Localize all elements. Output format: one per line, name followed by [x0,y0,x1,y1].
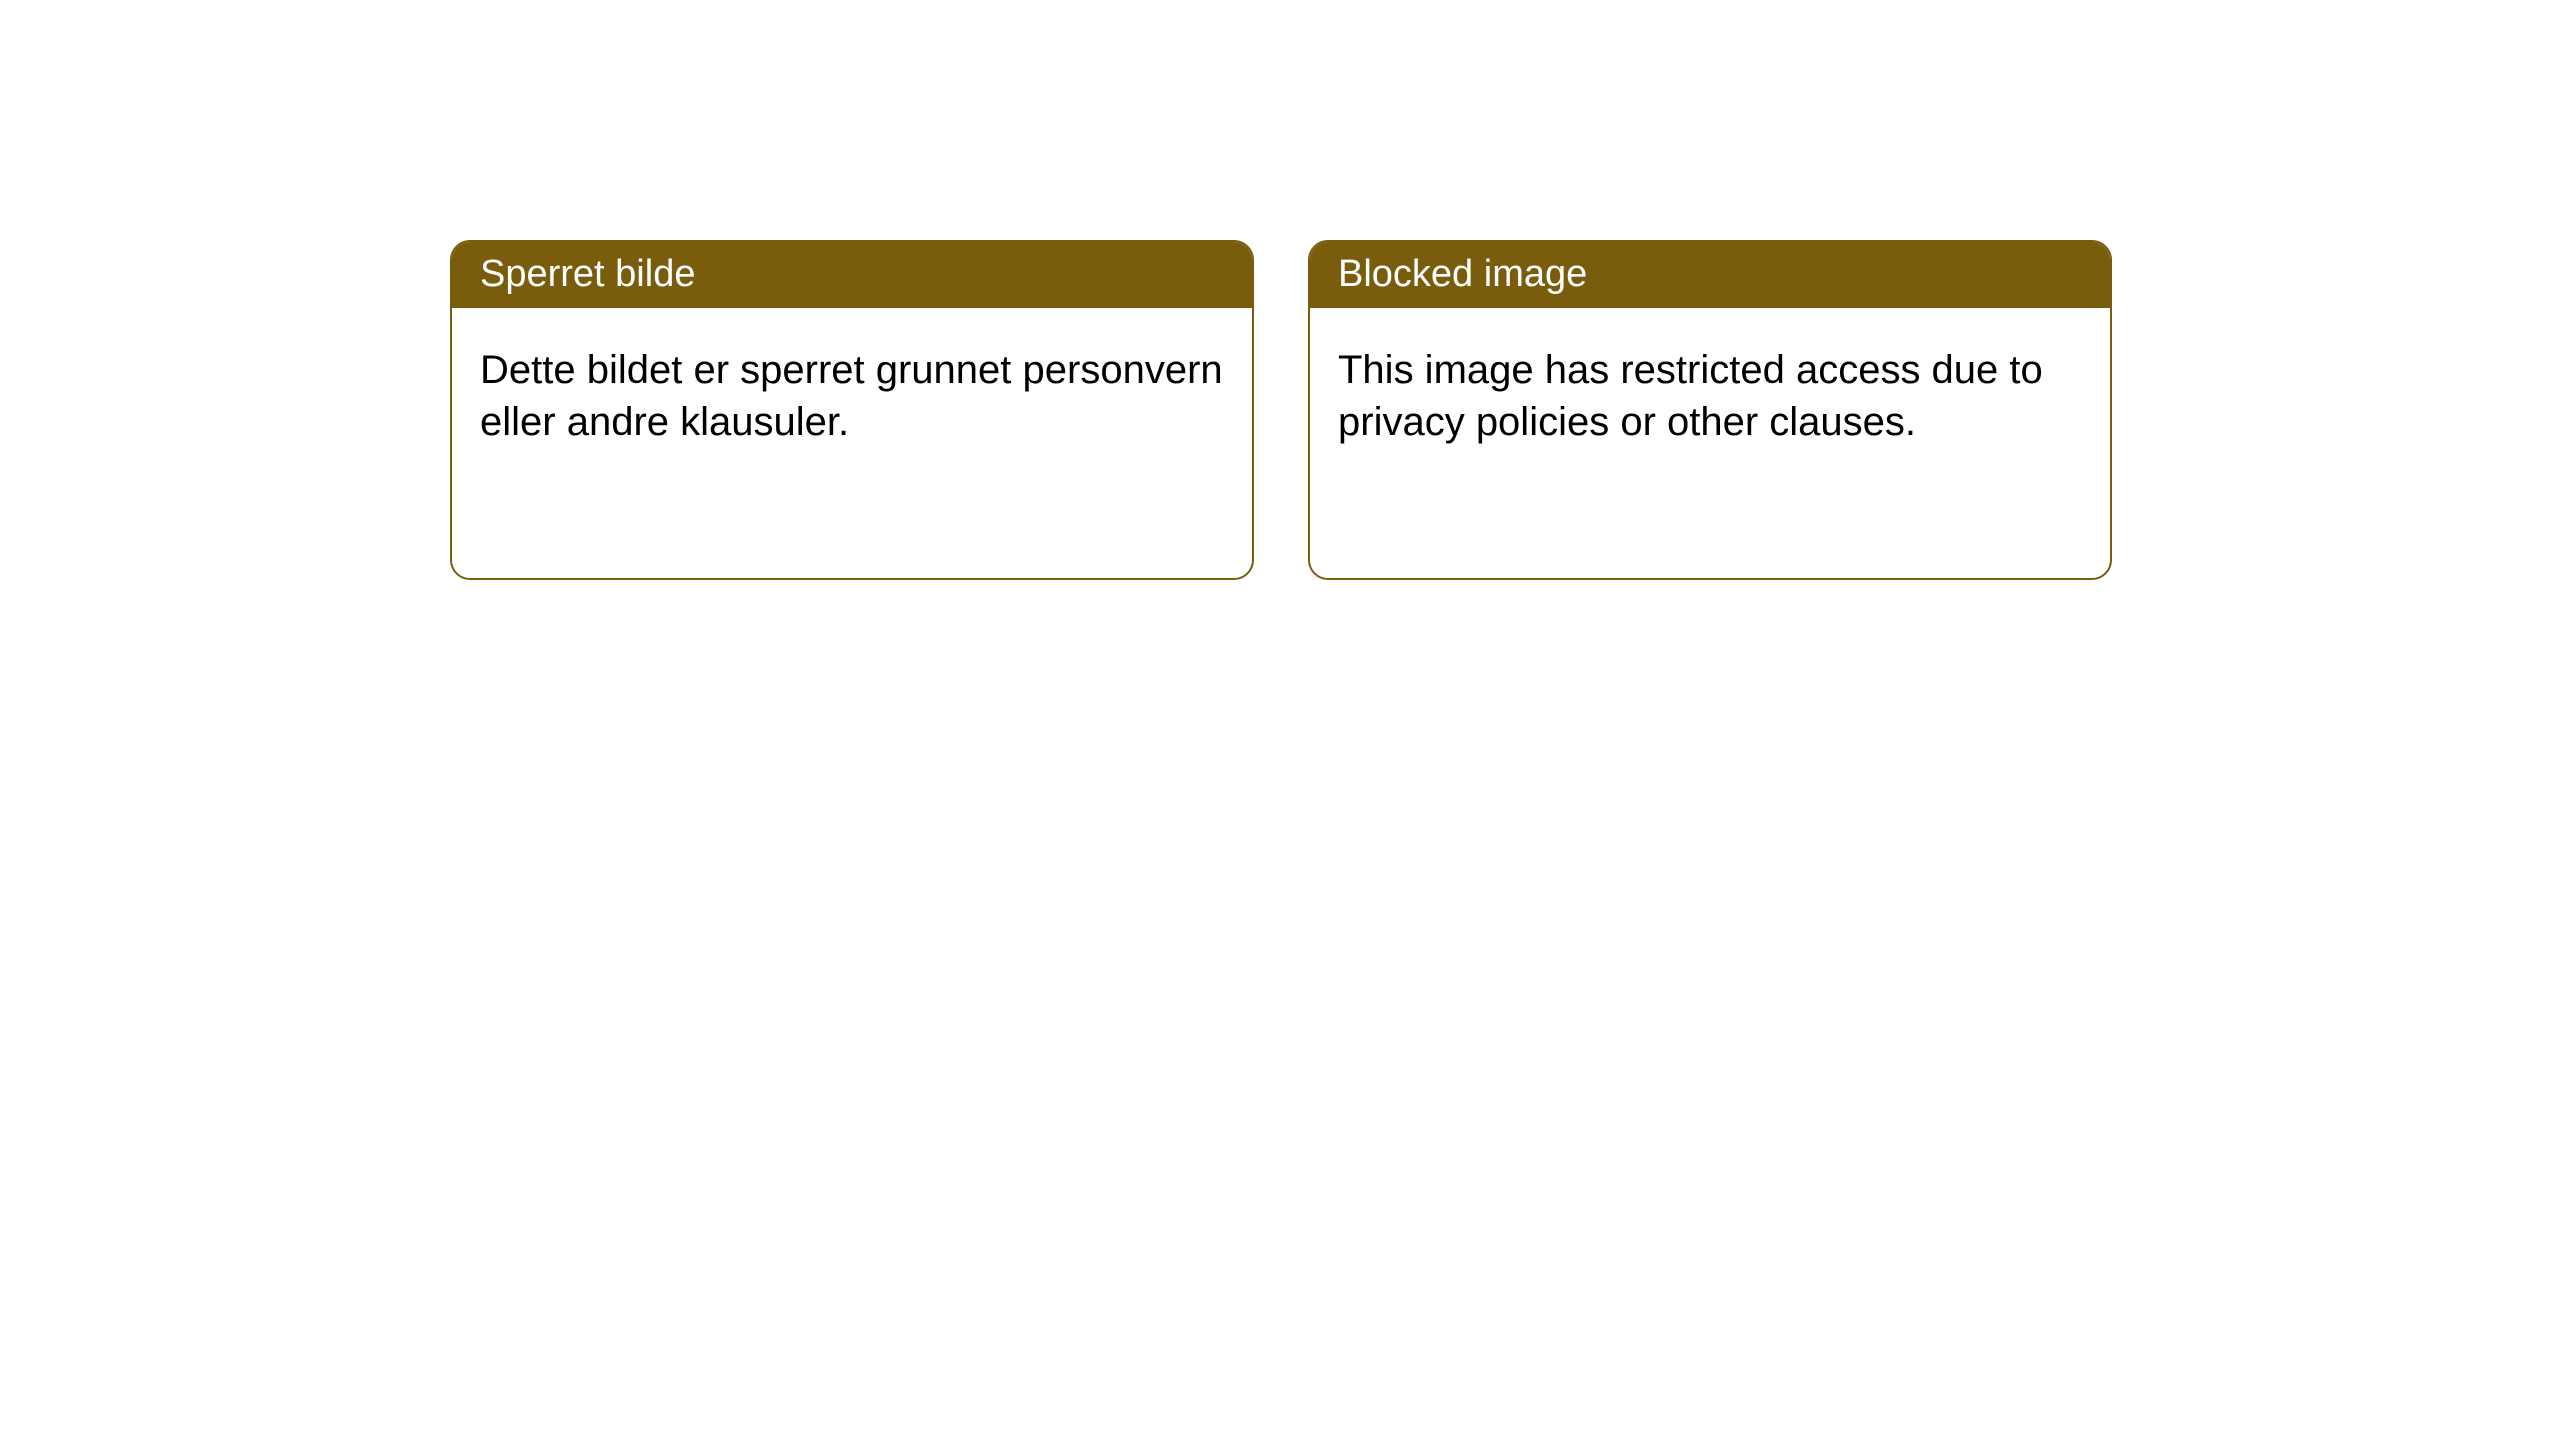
notice-header: Sperret bilde [452,242,1252,308]
notice-body: Dette bildet er sperret grunnet personve… [452,308,1252,578]
notice-card-norwegian: Sperret bilde Dette bildet er sperret gr… [450,240,1254,580]
notice-card-english: Blocked image This image has restricted … [1308,240,2112,580]
notice-body: This image has restricted access due to … [1310,308,2110,578]
notice-container: Sperret bilde Dette bildet er sperret gr… [450,240,2112,580]
notice-header: Blocked image [1310,242,2110,308]
